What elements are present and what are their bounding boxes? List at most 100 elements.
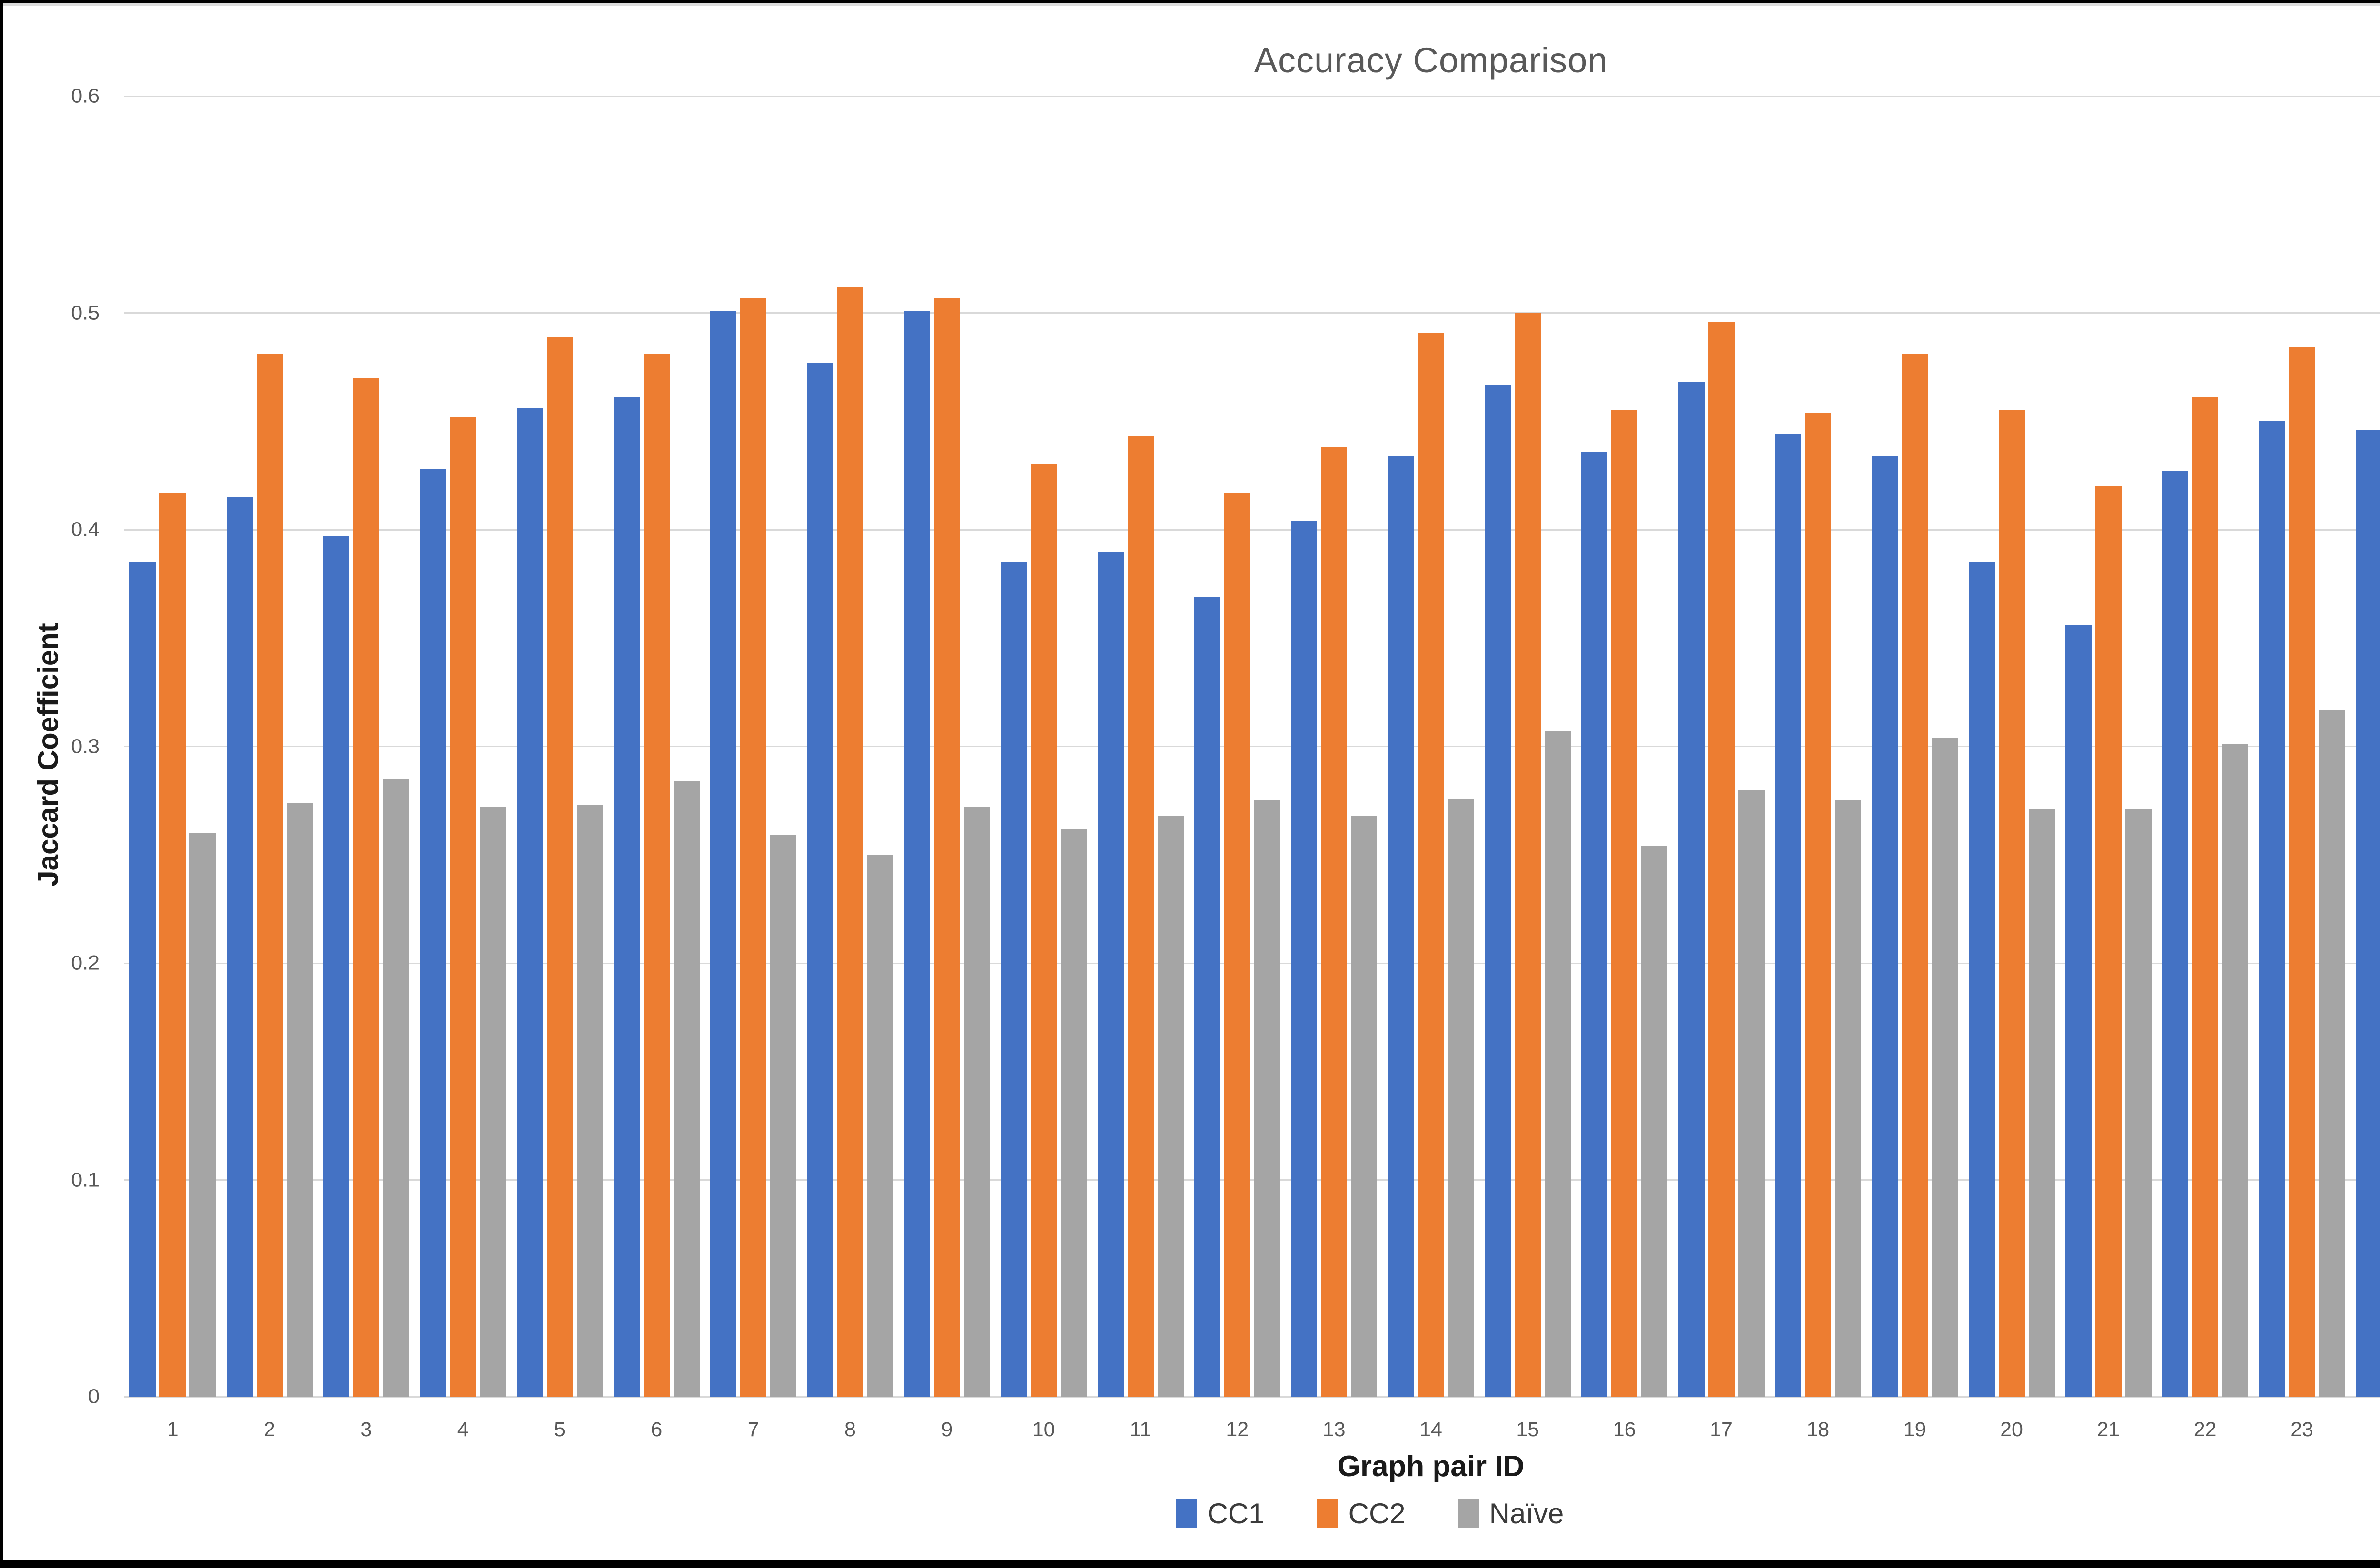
- bar-cc1-5: [516, 408, 543, 1397]
- x-tick-label-14: 14: [1419, 1418, 1442, 1441]
- bar-cc1-2: [226, 497, 253, 1397]
- x-tick-label-13: 13: [1322, 1418, 1346, 1441]
- legend-item-naïve: Naïve: [1458, 1497, 1564, 1530]
- bar-naïve-9: [963, 807, 990, 1397]
- y-tick-label-0.2: 0.2: [71, 951, 99, 975]
- bar-cc2-2: [256, 354, 283, 1397]
- bar-naïve-1: [189, 833, 216, 1397]
- bar-cc1-9: [903, 310, 930, 1397]
- bar-cc2-14: [1418, 332, 1444, 1397]
- bar-cc1-3: [323, 536, 349, 1397]
- bar-naïve-15: [1544, 731, 1571, 1397]
- bar-cc1-16: [1581, 452, 1608, 1397]
- bar-naïve-20: [2028, 809, 2055, 1397]
- bar-cc2-5: [546, 336, 573, 1397]
- bar-naïve-18: [1835, 800, 1861, 1397]
- y-tick-label-0.1: 0.1: [71, 1168, 99, 1191]
- bar-naïve-16: [1641, 846, 1668, 1397]
- bar-cc1-8: [807, 363, 833, 1397]
- legend: CC1 CC2 Naïve: [3, 1497, 2380, 1530]
- bar-cc1-23: [2259, 421, 2285, 1397]
- x-tick-label-2: 2: [264, 1418, 275, 1441]
- plot-area: 0 0.1 0.2 0.3 0.4 0.5 0.6 1 2 3 4 5 6 7 8 9 10 11 12 13 14 15…: [71, 85, 2380, 1441]
- legend-item-cc2: CC2: [1317, 1497, 1406, 1530]
- x-tick-label-16: 16: [1613, 1418, 1636, 1441]
- gridline-y-0.6: [124, 95, 2380, 97]
- bar-cc2-21: [2095, 486, 2122, 1397]
- x-tick-label-17: 17: [1710, 1418, 1733, 1441]
- x-tick-label-22: 22: [2193, 1418, 2217, 1441]
- legend-item-cc1: CC1: [1176, 1497, 1265, 1530]
- x-tick-label-12: 12: [1226, 1418, 1249, 1441]
- x-tick-label-10: 10: [1032, 1418, 1055, 1441]
- y-tick-label-0.5: 0.5: [71, 301, 99, 324]
- y-tick-label-0.6: 0.6: [71, 84, 99, 108]
- bar-cc1-18: [1775, 434, 1801, 1397]
- bar-naïve-17: [1738, 789, 1765, 1397]
- x-tick-label-24: 24: [2350, 1418, 2380, 1447]
- bar-naïve-14: [1448, 798, 1474, 1397]
- gridline-y-0.2: [124, 962, 2380, 964]
- chart-canvas: Accuracy Comparison 0 0.1 0.2 0.3 0.4 0.5 0.6 1…: [3, 3, 2380, 1560]
- window-top-strip: [3, 3, 2380, 6]
- bar-naïve-11: [1157, 816, 1184, 1397]
- gridline-y-0.3: [124, 746, 2380, 747]
- bar-cc1-21: [2065, 625, 2092, 1397]
- legend-label-cc2: CC2: [1348, 1498, 1406, 1529]
- x-tick-label-9: 9: [941, 1418, 953, 1441]
- bar-cc2-10: [1031, 464, 1057, 1397]
- bar-cc2-17: [1708, 321, 1735, 1397]
- legend-swatch-cc2: [1317, 1499, 1338, 1528]
- bar-cc2-13: [1321, 447, 1348, 1397]
- bar-naïve-8: [867, 855, 893, 1397]
- x-tick-label-19: 19: [1903, 1418, 1926, 1441]
- bar-cc2-9: [933, 297, 960, 1397]
- y-tick-label-0: 0: [88, 1385, 99, 1408]
- bar-cc2-8: [837, 286, 863, 1397]
- bar-naïve-7: [770, 835, 797, 1397]
- bar-cc1-4: [420, 469, 446, 1397]
- x-tick-label-23: 23: [2291, 1418, 2313, 1441]
- legend-label-naïve: Naïve: [1489, 1498, 1564, 1529]
- bar-cc2-7: [740, 297, 767, 1397]
- x-tick-label-1: 1: [167, 1418, 178, 1441]
- bar-naïve-21: [2125, 809, 2152, 1397]
- bar-naïve-19: [1932, 738, 1958, 1397]
- bar-cc1-14: [1388, 456, 1414, 1397]
- x-axis-title: Graph pair ID: [1337, 1450, 1525, 1483]
- bar-cc2-15: [1514, 313, 1541, 1397]
- bar-cc2-3: [353, 378, 379, 1397]
- x-tick-label-3: 3: [360, 1418, 372, 1441]
- x-tick-label-7: 7: [747, 1418, 759, 1441]
- x-tick-label-21: 21: [2097, 1418, 2120, 1441]
- bar-cc1-15: [1484, 384, 1511, 1397]
- bar-cc2-6: [643, 354, 670, 1397]
- bar-naïve-12: [1254, 800, 1280, 1397]
- bar-cc2-20: [1998, 410, 2025, 1397]
- bar-cc1-12: [1194, 597, 1220, 1397]
- bar-naïve-3: [383, 779, 409, 1397]
- bar-naïve-10: [1061, 828, 1087, 1397]
- bar-naïve-4: [480, 807, 506, 1397]
- bar-naïve-13: [1351, 816, 1378, 1397]
- bar-cc1-17: [1678, 382, 1705, 1397]
- bar-naïve-22: [2222, 744, 2249, 1397]
- gridline-y-0: [124, 1396, 2380, 1398]
- x-tick-label-15: 15: [1516, 1418, 1539, 1441]
- bar-naïve-2: [286, 802, 313, 1397]
- bar-cc2-12: [1224, 493, 1250, 1397]
- bar-cc1-19: [1872, 456, 1898, 1397]
- gridline-y-0.5: [124, 312, 2380, 314]
- y-tick-label-0.3: 0.3: [71, 735, 99, 758]
- chart-title: Accuracy Comparison: [1254, 40, 1608, 80]
- x-tick-label-6: 6: [651, 1418, 663, 1441]
- gridline-y-0.4: [124, 529, 2380, 531]
- bar-cc1-24: [2355, 430, 2380, 1397]
- bar-cc2-1: [159, 493, 186, 1397]
- y-axis-title: Jaccard Coefficient: [32, 623, 64, 887]
- bar-naïve-6: [673, 781, 700, 1397]
- legend-swatch-naïve: [1458, 1499, 1479, 1528]
- bar-cc2-18: [1805, 413, 1831, 1397]
- bar-cc2-11: [1127, 436, 1154, 1397]
